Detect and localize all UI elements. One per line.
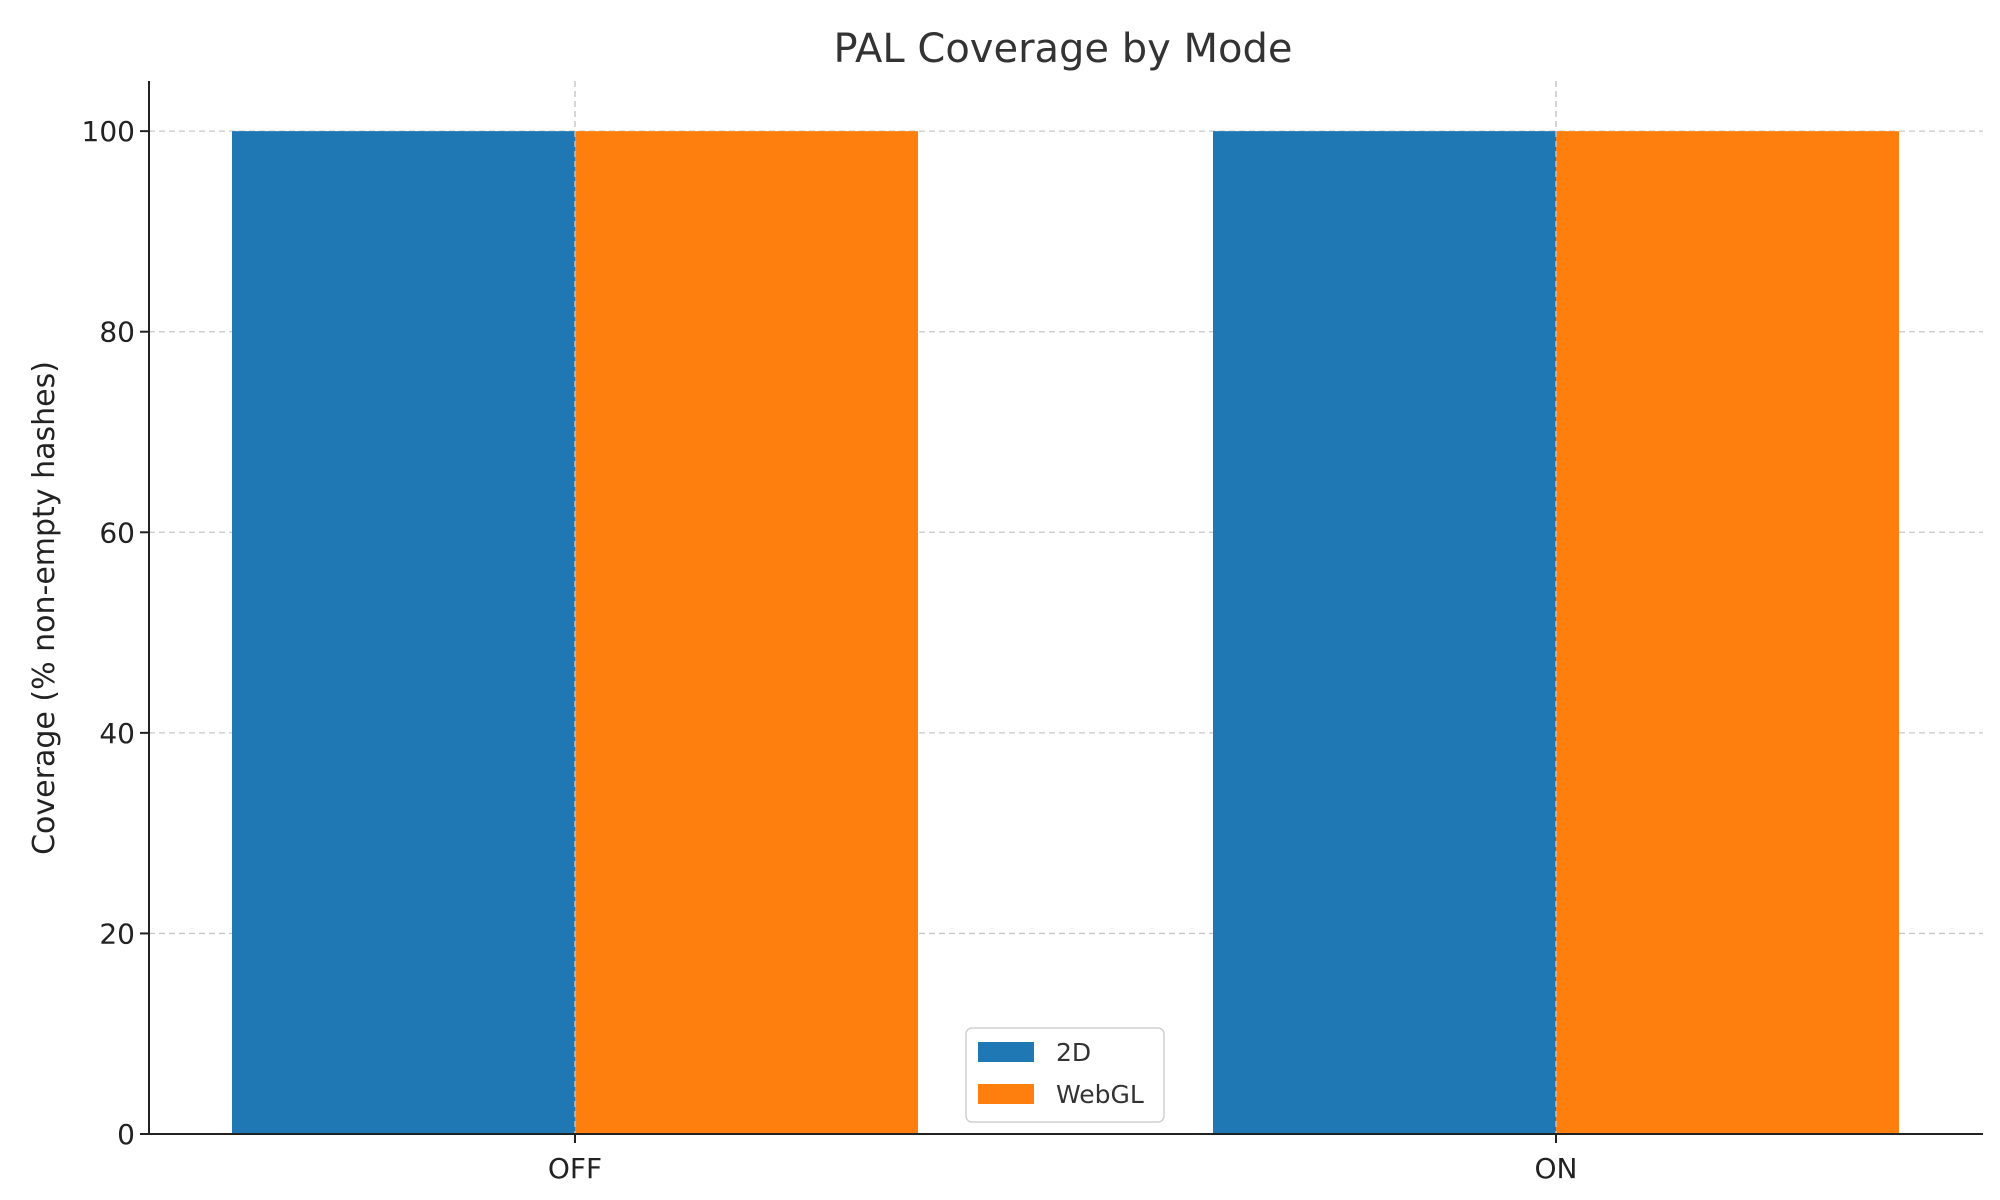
bar-2d-on xyxy=(1213,131,1556,1135)
y-tick-label: 60 xyxy=(99,516,135,549)
bar-webgl-off xyxy=(575,131,918,1135)
legend-label-2d: 2D xyxy=(1056,1038,1091,1067)
y-tick-label: 100 xyxy=(82,115,135,148)
x-tick-label: OFF xyxy=(548,1152,602,1185)
y-tick-label: 0 xyxy=(117,1118,135,1151)
bar-2d-off xyxy=(232,131,575,1135)
legend-label-webgl: WebGL xyxy=(1056,1080,1144,1109)
y-tick-label: 40 xyxy=(99,717,135,750)
y-tick-label: 20 xyxy=(99,917,135,950)
y-axis-label: Coverage (% non-empty hashes) xyxy=(27,361,62,855)
y-ticks: 0 20 40 60 80 100 xyxy=(82,115,149,1151)
legend: 2D WebGL xyxy=(965,1027,1165,1123)
legend-swatch-webgl xyxy=(978,1084,1034,1104)
y-tick-label: 80 xyxy=(99,316,135,349)
x-tick-label: ON xyxy=(1535,1152,1578,1185)
x-ticks: OFF ON xyxy=(548,1134,1578,1185)
axes xyxy=(148,81,1983,1135)
chart-title: PAL Coverage by Mode xyxy=(833,26,1292,72)
legend-swatch-2d xyxy=(978,1042,1034,1062)
bars xyxy=(232,81,1899,1135)
bar-webgl-on xyxy=(1556,131,1899,1135)
